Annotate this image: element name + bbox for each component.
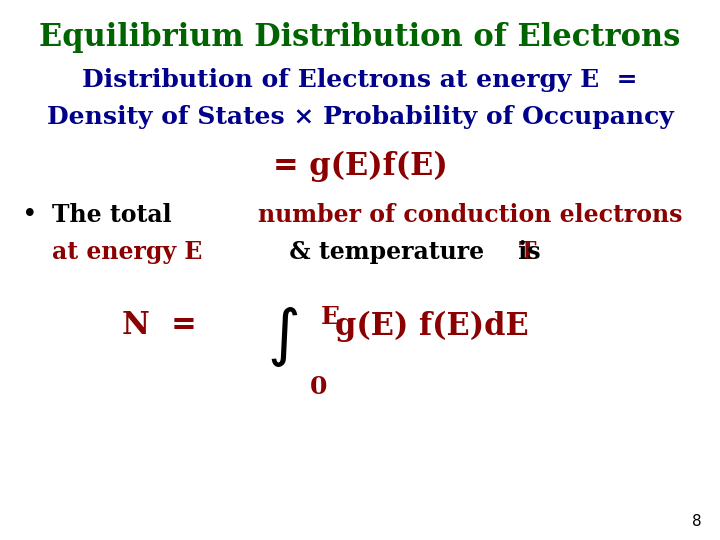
Text: $\int$: $\int$ — [267, 305, 298, 369]
Text: Distribution of Electrons at energy E  =: Distribution of Electrons at energy E = — [82, 68, 638, 91]
Text: E: E — [321, 305, 340, 329]
Text: Equilibrium Distribution of Electrons: Equilibrium Distribution of Electrons — [40, 22, 680, 52]
Text: g(E) f(E)dE: g(E) f(E)dE — [336, 310, 529, 342]
Text: is: is — [510, 240, 540, 264]
Text: •: • — [22, 202, 37, 227]
Text: T: T — [519, 240, 536, 264]
Text: Density of States × Probability of Occupancy: Density of States × Probability of Occup… — [47, 105, 673, 129]
Text: = g(E)f(E): = g(E)f(E) — [273, 151, 447, 183]
Text: number of conduction electrons: number of conduction electrons — [258, 202, 683, 226]
Text: The total: The total — [52, 202, 180, 226]
Text: & temperature: & temperature — [281, 240, 492, 264]
Text: at energy E: at energy E — [52, 240, 202, 264]
Text: 8: 8 — [693, 514, 702, 529]
Text: N  =: N = — [122, 310, 197, 341]
Text: 0: 0 — [310, 375, 328, 399]
